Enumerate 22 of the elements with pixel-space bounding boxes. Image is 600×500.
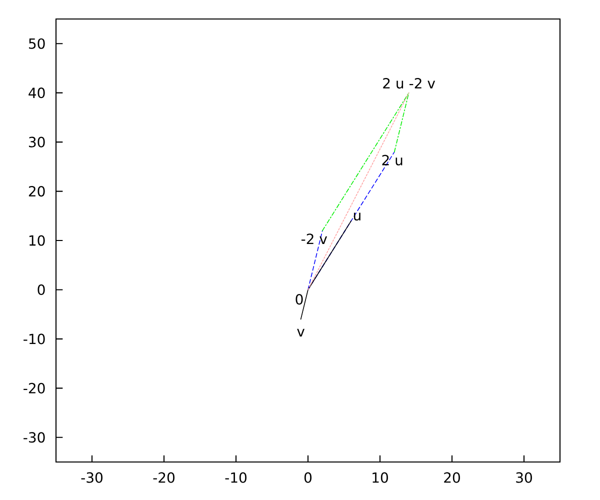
annotation: 2 u (382, 154, 402, 166)
x-tick-label: 0 (304, 472, 312, 483)
y-tick-label: -20 (24, 382, 45, 394)
y-tick-label: 50 (29, 38, 45, 49)
annotation: u (354, 212, 360, 221)
y-tick-label: -10 (24, 334, 45, 344)
y-tick-label: 30 (28, 136, 45, 148)
y-tick-label: 10 (29, 235, 45, 246)
x-tick-label: 30 (516, 472, 532, 483)
x-tick-label: -30 (81, 472, 102, 483)
x-tick-label: 20 (444, 472, 460, 483)
y-tick-label: 40 (28, 88, 45, 98)
y-tick-label: 0 (38, 284, 45, 296)
annotation: -2 v (301, 234, 328, 244)
annotation: v (297, 328, 305, 337)
y-tick-label: 20 (28, 186, 45, 197)
annotation: 2 u -2 v (383, 78, 436, 89)
x-tick-label: 10 (372, 472, 388, 483)
annotation: 0 (296, 294, 303, 305)
x-tick-label: -10 (225, 472, 246, 483)
x-tick-label: -20 (153, 472, 174, 483)
y-tick-label: -30 (24, 432, 45, 443)
